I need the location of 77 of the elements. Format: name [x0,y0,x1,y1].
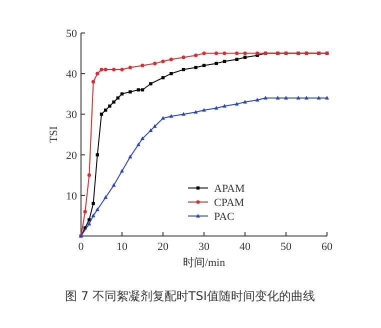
point [128,154,132,158]
x-tick-label: 50 [280,241,292,253]
point [243,100,247,104]
point [304,96,308,100]
x-tick-label: 0 [78,241,84,253]
point [222,52,226,56]
legend-label: CPAM [214,197,244,209]
legend-label: PAC [214,211,234,223]
y-tick-label: 20 [66,150,78,162]
point [222,104,226,108]
point [202,52,206,56]
caption: 图 7 不同絮凝剂复配时TSI值随时间变化的曲线 [65,289,315,303]
point [96,72,100,76]
point [234,102,239,106]
point [194,54,198,58]
point [296,96,300,100]
point [182,56,186,60]
point [83,210,87,214]
point [170,72,173,76]
point [112,183,116,187]
x-axis-title: 时间/min [182,256,226,269]
point [235,52,239,56]
x-tick-label: 30 [198,241,210,253]
point [276,96,280,100]
point [104,68,108,72]
x-tick-label: 20 [158,241,169,253]
point [255,98,260,102]
y-tick-label: 50 [66,28,78,40]
point [140,88,144,92]
point [194,110,198,114]
point [214,52,218,56]
point [153,62,157,66]
point [112,68,116,72]
x-tick-label: 60 [322,241,333,253]
point [149,82,152,86]
point [108,104,112,108]
point [161,76,165,80]
point [136,142,140,146]
x-tick-label: 10 [116,241,128,253]
point [140,136,144,140]
point [92,202,95,206]
point [214,106,218,110]
point [100,112,104,116]
y-axis-title: TSI [48,126,60,143]
point [169,58,173,62]
point [325,96,329,100]
y-tick-label: 10 [66,190,78,202]
point [148,128,153,132]
point [243,52,247,56]
point [128,90,132,94]
point [87,222,92,226]
point [235,58,238,61]
point [202,108,206,112]
point [120,168,124,173]
point [104,195,108,199]
point [128,66,132,70]
y-tick-label: 30 [66,109,78,122]
point [136,88,140,92]
legend-label: APAM [214,183,245,195]
point [284,96,288,100]
point [95,207,100,212]
point [96,153,99,156]
point [120,68,124,72]
point [100,68,104,72]
point [264,96,268,100]
point [140,64,144,68]
point [194,66,198,70]
x-tick-label: 40 [240,241,251,253]
point [161,116,165,120]
point [152,124,157,128]
point [92,80,96,84]
y-tick-label: 40 [66,68,78,81]
point [316,96,321,100]
point [87,173,91,177]
point [112,100,116,104]
point [161,60,165,64]
point [214,62,218,66]
